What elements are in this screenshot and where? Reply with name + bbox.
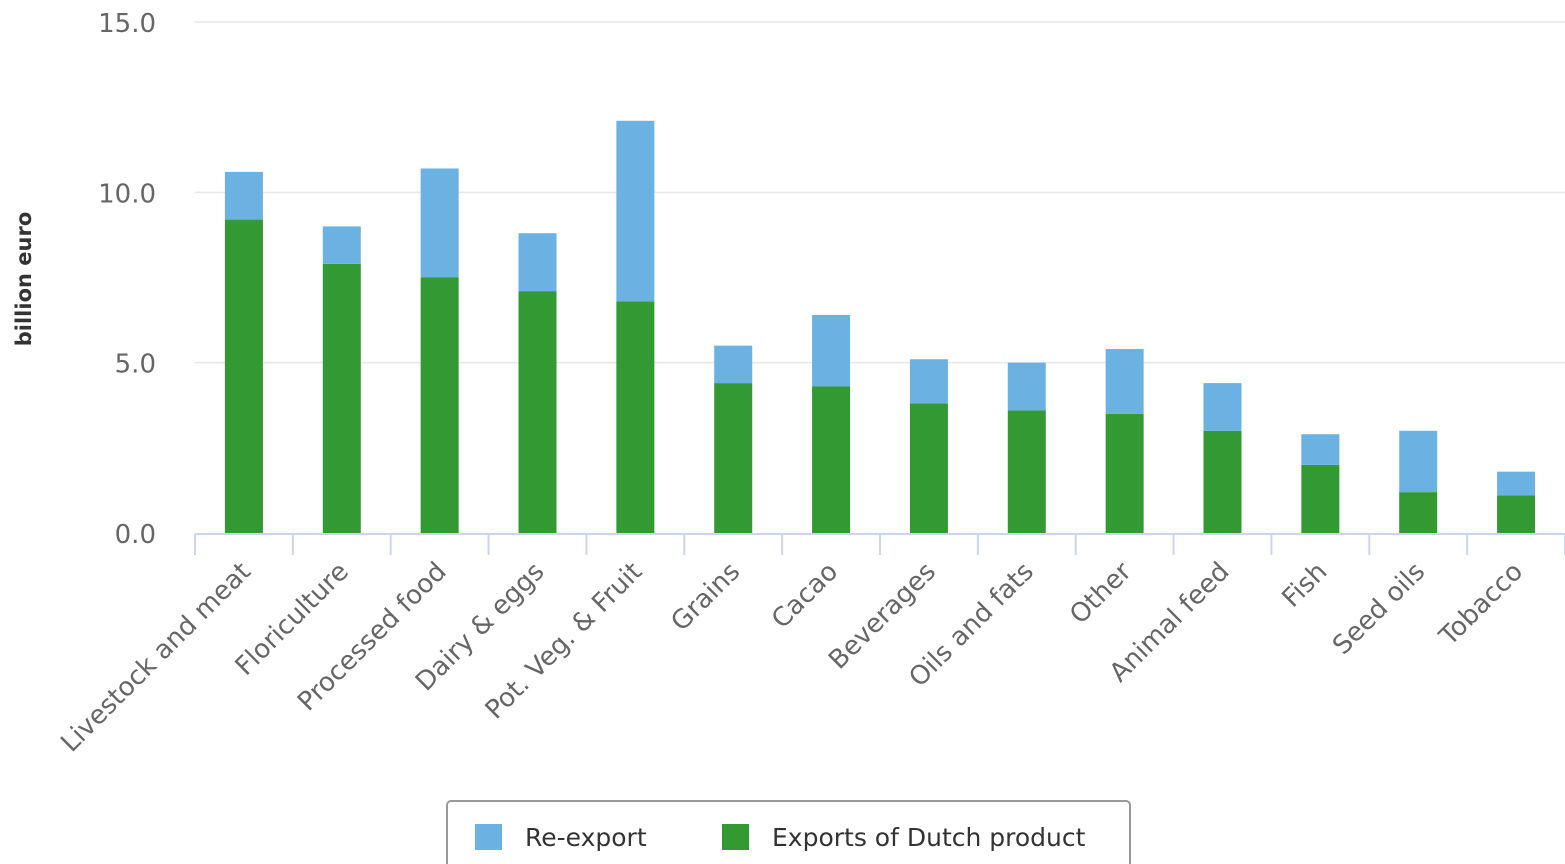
bar-re-export: [1203, 383, 1242, 431]
bar-dutch-product: [322, 263, 361, 533]
x-axis-ticks: Livestock and meatFloricultureProcessed …: [55, 557, 1529, 759]
bar-dutch-product: [616, 301, 655, 533]
legend-swatch: [722, 824, 749, 850]
bars: [224, 120, 1536, 533]
x-tick-label: Cacao: [766, 557, 844, 635]
y-axis-ticks: 0.0 5.0 10.0 15.0: [98, 9, 156, 550]
bar-re-export: [1301, 434, 1340, 465]
bar-dutch-product: [1203, 430, 1242, 533]
bar-re-export: [420, 168, 459, 278]
bar-dutch-product: [224, 219, 263, 533]
bar-re-export: [1007, 362, 1046, 411]
bar-dutch-product: [714, 383, 753, 533]
x-tick-label: Livestock and meat: [55, 557, 257, 759]
bar-re-export: [714, 345, 753, 384]
bar-dutch-product: [909, 403, 948, 533]
bar-re-export: [518, 233, 557, 292]
bar-dutch-product: [1399, 492, 1438, 533]
bar-dutch-product: [420, 277, 459, 533]
bar-dutch-product: [1497, 495, 1536, 533]
legend-box: [446, 800, 1131, 864]
x-tick-label: Tobacco: [1433, 557, 1529, 653]
y-tick-label: 10.0: [98, 179, 156, 209]
x-axis: [194, 533, 1565, 555]
y-tick-label: 5.0: [115, 350, 156, 380]
y-tick-label: 15.0: [98, 9, 156, 39]
y-tick-label: 0.0: [115, 520, 156, 550]
bar-re-export: [1105, 349, 1144, 414]
bar-re-export: [322, 226, 361, 264]
legend: Re-export Exports of Dutch product: [446, 800, 1131, 864]
legend-swatch: [475, 824, 502, 850]
bar-dutch-product: [518, 291, 557, 533]
bar-re-export: [909, 359, 948, 404]
bar-dutch-product: [812, 386, 851, 533]
bar-re-export: [224, 171, 263, 220]
bar-re-export: [616, 120, 655, 302]
bar-dutch-product: [1301, 464, 1340, 533]
x-tick-label: Other: [1064, 557, 1138, 631]
x-tick-label: Seed oils: [1327, 557, 1431, 661]
x-tick-label: Fish: [1277, 557, 1334, 614]
y-axis-label: billion euro: [12, 212, 36, 347]
bar-dutch-product: [1007, 410, 1046, 533]
gridlines: [195, 21, 1565, 364]
bar-dutch-product: [1105, 413, 1144, 533]
bar-re-export: [1399, 430, 1438, 493]
legend-entry[interactable]: Exports of Dutch product: [772, 823, 1086, 852]
legend-entry[interactable]: Re-export: [525, 823, 647, 852]
bar-re-export: [1497, 471, 1536, 496]
x-tick-label: Grains: [666, 557, 747, 638]
bar-re-export: [812, 314, 851, 387]
